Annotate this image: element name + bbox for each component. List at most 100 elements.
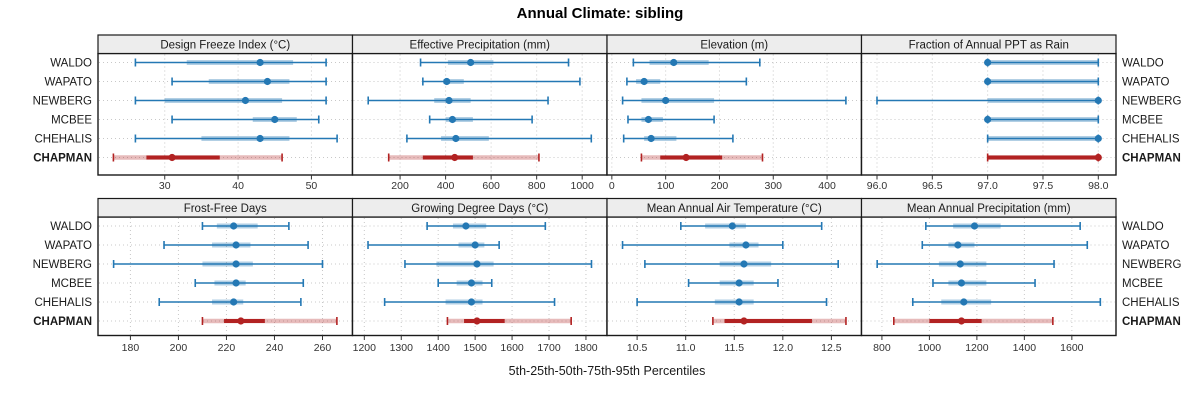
site-label-left: MCBEE — [51, 115, 92, 127]
panel-strip — [860, 34, 1117, 55]
median-dot — [640, 77, 648, 86]
median-dot — [467, 298, 476, 306]
tick-label: 1400 — [427, 342, 451, 354]
tick-label: 1400 — [1013, 342, 1037, 354]
median-dot — [451, 153, 459, 162]
tick-label: 1200 — [353, 342, 377, 354]
tick-label: 1600 — [500, 342, 524, 354]
median-dot — [960, 298, 968, 306]
median-dot — [956, 260, 964, 268]
site-label-left: WALDO — [50, 221, 92, 233]
tick-label: 50 — [306, 180, 318, 192]
site-label-left: WAPATO — [45, 77, 93, 89]
median-dot — [271, 115, 279, 124]
panel-title: Effective Precipitation (mm) — [410, 40, 551, 52]
site-label-right: MCBEE — [1122, 115, 1163, 127]
tick-label: 260 — [314, 342, 332, 354]
tick-label: 1600 — [1060, 342, 1084, 354]
site-label-left: WAPATO — [45, 240, 93, 252]
panel-title: Frost-Free Days — [184, 203, 267, 215]
median-dot — [954, 241, 962, 249]
median-dot — [473, 260, 481, 268]
median-dot — [168, 153, 176, 162]
median-dot — [256, 134, 264, 143]
panel-area — [351, 52, 608, 176]
median-dot — [1094, 153, 1102, 162]
median-dot — [452, 134, 460, 143]
tick-label: 1000 — [918, 342, 942, 354]
tick-label: 97.0 — [977, 180, 998, 192]
tick-label: 220 — [218, 342, 236, 354]
panel-strip — [860, 197, 1117, 218]
median-dot — [735, 279, 743, 287]
median-dot — [230, 298, 238, 306]
site-label-left: CHAPMAN — [33, 316, 92, 328]
site-label-left: MCBEE — [51, 278, 92, 290]
panel-title: Mean Annual Air Temperature (°C) — [647, 203, 822, 215]
site-label-left: CHEHALIS — [34, 134, 92, 146]
site-label-right: WAPATO — [1122, 240, 1170, 252]
tick-label: 1000 — [571, 180, 595, 192]
median-dot — [237, 317, 245, 325]
site-label-right: CHAPMAN — [1122, 153, 1181, 165]
tick-label: 100 — [657, 180, 675, 192]
tick-label: 800 — [528, 180, 546, 192]
median-dot — [443, 77, 451, 86]
median-dot — [448, 115, 457, 124]
site-label-right: CHEHALIS — [1122, 297, 1180, 309]
median-dot — [735, 298, 743, 306]
tick-label: 300 — [764, 180, 782, 192]
median-dot — [1094, 96, 1102, 105]
median-dot — [670, 58, 678, 67]
tick-label: 11.0 — [676, 342, 696, 354]
panel-title: Elevation (m) — [700, 40, 768, 52]
tick-label: 1500 — [463, 342, 487, 354]
tick-label: 11.5 — [724, 342, 744, 354]
panel-area — [606, 52, 863, 176]
site-label-left: CHEHALIS — [34, 297, 92, 309]
site-label-right: WAPATO — [1122, 77, 1170, 89]
panel-title: Growing Degree Days (°C) — [411, 203, 548, 215]
median-dot — [232, 279, 240, 287]
site-label-left: CHAPMAN — [33, 153, 92, 165]
tick-label: 0 — [609, 180, 615, 192]
median-dot — [445, 96, 453, 105]
tick-label: 40 — [232, 180, 244, 192]
panel-area — [860, 52, 1117, 176]
tick-label: 800 — [873, 342, 891, 354]
median-dot — [740, 260, 748, 268]
tick-label: 97.5 — [1033, 180, 1054, 192]
tick-label: 600 — [482, 180, 500, 192]
median-dot — [230, 222, 238, 230]
tick-label: 400 — [818, 180, 836, 192]
median-dot — [462, 222, 470, 230]
site-label-right: WALDO — [1122, 221, 1164, 233]
tick-label: 400 — [437, 180, 455, 192]
tick-label: 30 — [159, 180, 171, 192]
median-dot — [471, 241, 479, 249]
median-dot — [1094, 134, 1102, 143]
tick-label: 1800 — [574, 342, 598, 354]
median-dot — [662, 96, 670, 105]
median-dot — [728, 222, 736, 230]
panel-area — [860, 216, 1117, 337]
panel-title: Design Freeze Index (°C) — [160, 40, 290, 52]
tick-label: 12.0 — [773, 342, 794, 354]
panel-area — [351, 216, 608, 337]
site-label-left: WALDO — [50, 58, 92, 70]
panel-title: Mean Annual Precipitation (mm) — [907, 203, 1071, 215]
tick-label: 12.5 — [821, 342, 842, 354]
median-dot — [473, 317, 481, 325]
median-dot — [984, 77, 992, 86]
site-label-right: NEWBERG — [1122, 259, 1181, 271]
tick-label: 96.0 — [867, 180, 888, 192]
median-dot — [984, 115, 992, 124]
site-label-left: NEWBERG — [33, 259, 92, 271]
median-dot — [241, 96, 250, 105]
median-dot — [957, 317, 966, 325]
median-dot — [647, 134, 655, 143]
tick-label: 200 — [711, 180, 729, 192]
median-dot — [232, 241, 240, 249]
tick-label: 98.0 — [1088, 180, 1109, 192]
